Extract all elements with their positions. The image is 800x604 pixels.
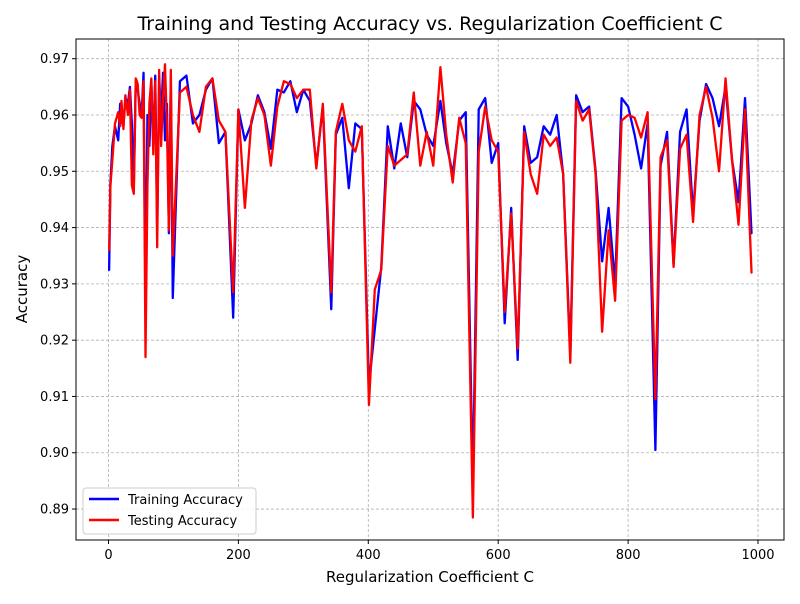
- legend-box: [82, 487, 257, 535]
- y-tick-label: 0.91: [40, 390, 69, 405]
- y-tick-label: 0.94: [40, 221, 69, 236]
- grid: [76, 39, 784, 540]
- series-layer: [107, 63, 753, 519]
- plot-frame: [75, 38, 785, 541]
- testing-accuracy-line: [107, 63, 753, 519]
- x-tick-label: 400: [356, 548, 381, 563]
- y-tick-label: 0.95: [40, 165, 69, 180]
- legend-label-training: Training Accuracy: [127, 493, 243, 508]
- axis-ticks: 0 200 400 600 800 1000 0.89 0.90 0.91 0.92 0.93 0.9…: [40, 52, 775, 563]
- y-tick-label: 0.93: [40, 277, 69, 292]
- x-tick-label: 0: [104, 548, 112, 563]
- y-tick-label: 0.90: [40, 446, 69, 461]
- x-tick-label: 600: [486, 548, 511, 563]
- y-axis-label: Accuracy: [13, 255, 31, 324]
- y-tick-label: 0.92: [40, 334, 69, 349]
- legend: Training Accuracy Testing Accuracy: [82, 487, 257, 535]
- y-tick-label: 0.89: [40, 503, 69, 518]
- x-tick-label: 800: [616, 548, 641, 563]
- legend-label-testing: Testing Accuracy: [127, 514, 237, 529]
- y-tick-label: 0.97: [40, 52, 69, 67]
- x-tick-label: 200: [226, 548, 251, 563]
- y-tick-label: 0.96: [40, 108, 69, 123]
- x-tick-label: 1000: [741, 548, 774, 563]
- x-axis-label: Regularization Coefficient C: [326, 568, 534, 586]
- chart-title: Training and Testing Accuracy vs. Regula…: [136, 13, 722, 35]
